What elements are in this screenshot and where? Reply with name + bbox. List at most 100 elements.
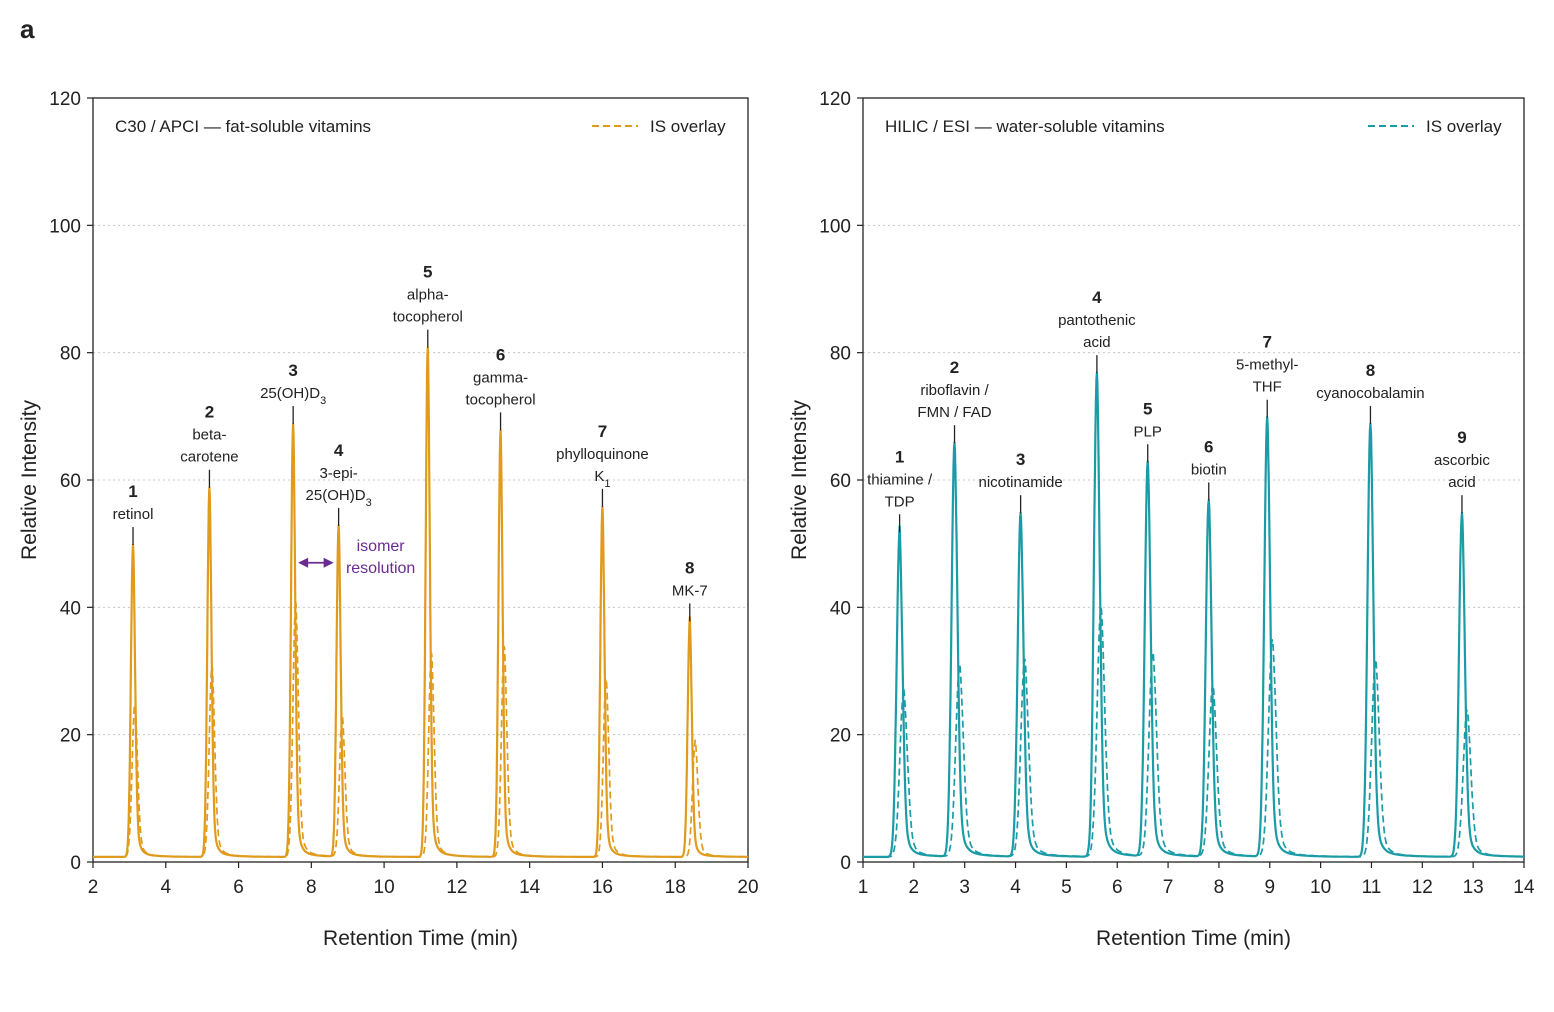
x-tick-label: 8	[1214, 877, 1225, 898]
peak-name: pantothenic	[1058, 312, 1136, 329]
x-tick-label: 5	[1061, 877, 1072, 898]
peak-name: alpha-	[407, 287, 449, 304]
peak-name: retinol	[113, 506, 154, 523]
x-axis-title: Retention Time (min)	[323, 927, 518, 950]
arrowhead-right-icon	[323, 557, 334, 568]
x-tick-label: 16	[592, 877, 613, 898]
y-tick-label: 80	[60, 344, 81, 365]
x-tick-label: 12	[1412, 877, 1433, 898]
y-axis-title: Relative Intensity	[18, 400, 41, 560]
peak-name: acid	[1083, 334, 1111, 351]
peak-number: 5	[1143, 399, 1152, 418]
peak-name: tocopherol	[466, 391, 536, 408]
x-tick-label: 10	[1310, 877, 1331, 898]
x-tick-label: 8	[306, 877, 317, 898]
x-tick-label: 4	[160, 877, 171, 898]
y-tick-label: 20	[830, 726, 851, 747]
peak-name: 25(OH)D3	[306, 487, 372, 509]
y-tick-label: 40	[60, 598, 81, 619]
x-tick-label: 20	[737, 877, 758, 898]
x-tick-label: 14	[519, 877, 541, 898]
peak-name: acid	[1448, 474, 1476, 491]
y-tick-label: 40	[830, 598, 851, 619]
y-tick-label: 100	[819, 216, 851, 237]
panel-title: C30 / APCI — fat-soluble vitamins	[115, 117, 371, 136]
peak-name: biotin	[1191, 461, 1227, 478]
peak-number: 8	[1366, 361, 1375, 380]
peak-number: 3	[1016, 450, 1025, 469]
y-tick-label: 120	[819, 89, 851, 110]
peak-name: 3-epi-	[319, 465, 357, 482]
x-tick-label: 1	[858, 877, 869, 898]
peak-number: 2	[950, 358, 959, 377]
peak-name: PLP	[1134, 423, 1162, 440]
y-axis-title: Relative Intensity	[788, 400, 811, 560]
peak-number: 7	[598, 422, 607, 441]
x-tick-label: 6	[233, 877, 244, 898]
x-tick-label: 2	[909, 877, 920, 898]
peak-name: riboflavin /	[920, 382, 989, 399]
peak-name: cyanocobalamin	[1316, 385, 1424, 402]
peak-number: 4	[1092, 288, 1102, 307]
x-tick-label: 14	[1513, 877, 1535, 898]
arrowhead-left-icon	[298, 557, 309, 568]
x-tick-label: 2	[88, 877, 99, 898]
x-tick-label: 9	[1264, 877, 1275, 898]
peak-number: 4	[334, 441, 344, 460]
peak-name: 5-methyl-	[1236, 357, 1299, 374]
peak-number: 2	[205, 403, 214, 422]
peak-number: 3	[288, 361, 297, 380]
legend-label: IS overlay	[650, 117, 726, 136]
isomer-resolution-label: isomer	[357, 538, 406, 555]
x-tick-label: 10	[374, 877, 395, 898]
x-tick-label: 12	[446, 877, 467, 898]
y-tick-label: 60	[60, 471, 81, 492]
series-analyte-line	[92, 346, 749, 858]
peak-name: phylloquinone	[556, 446, 649, 463]
x-tick-label: 13	[1463, 877, 1484, 898]
y-tick-label: 0	[70, 853, 81, 874]
series-analyte-line	[862, 371, 1525, 858]
x-tick-label: 11	[1362, 877, 1382, 898]
x-tick-label: 4	[1010, 877, 1021, 898]
panel-letter: a	[20, 14, 35, 44]
peak-name: beta-	[192, 427, 226, 444]
peak-number: 1	[895, 447, 904, 466]
y-tick-label: 120	[49, 89, 81, 110]
peak-name: 25(OH)D3	[260, 385, 326, 407]
x-axis-title: Retention Time (min)	[1096, 927, 1291, 950]
peak-name: tocopherol	[393, 309, 463, 326]
peak-number: 9	[1457, 428, 1466, 447]
peak-number: 1	[128, 482, 137, 501]
legend-label: IS overlay	[1426, 117, 1502, 136]
y-tick-label: 100	[49, 216, 81, 237]
x-tick-label: 7	[1163, 877, 1174, 898]
peak-name: TDP	[885, 493, 915, 510]
panel-title: HILIC / ESI — water-soluble vitamins	[885, 117, 1165, 136]
peak-name: carotene	[180, 449, 238, 466]
peak-name: nicotinamide	[979, 474, 1063, 491]
y-tick-label: 20	[60, 726, 81, 747]
peak-name: K1	[594, 468, 610, 490]
y-tick-label: 80	[830, 344, 851, 365]
peak-name: gamma-	[473, 369, 528, 386]
x-tick-label: 18	[665, 877, 686, 898]
peak-number: 6	[1204, 437, 1213, 456]
peak-name: THF	[1253, 379, 1282, 396]
y-tick-label: 60	[830, 471, 851, 492]
peak-name: ascorbic	[1434, 452, 1490, 469]
x-tick-label: 6	[1112, 877, 1123, 898]
y-tick-label: 0	[840, 853, 851, 874]
x-tick-label: 3	[959, 877, 970, 898]
peak-name: thiamine /	[867, 471, 933, 488]
isomer-resolution-label: resolution	[346, 560, 415, 577]
peak-number: 7	[1262, 333, 1271, 352]
peak-number: 5	[423, 263, 432, 282]
peak-number: 6	[496, 345, 505, 364]
series-is-overlay-line	[92, 601, 749, 858]
peak-name: MK-7	[672, 582, 708, 599]
series-is-overlay-line	[862, 607, 1525, 858]
